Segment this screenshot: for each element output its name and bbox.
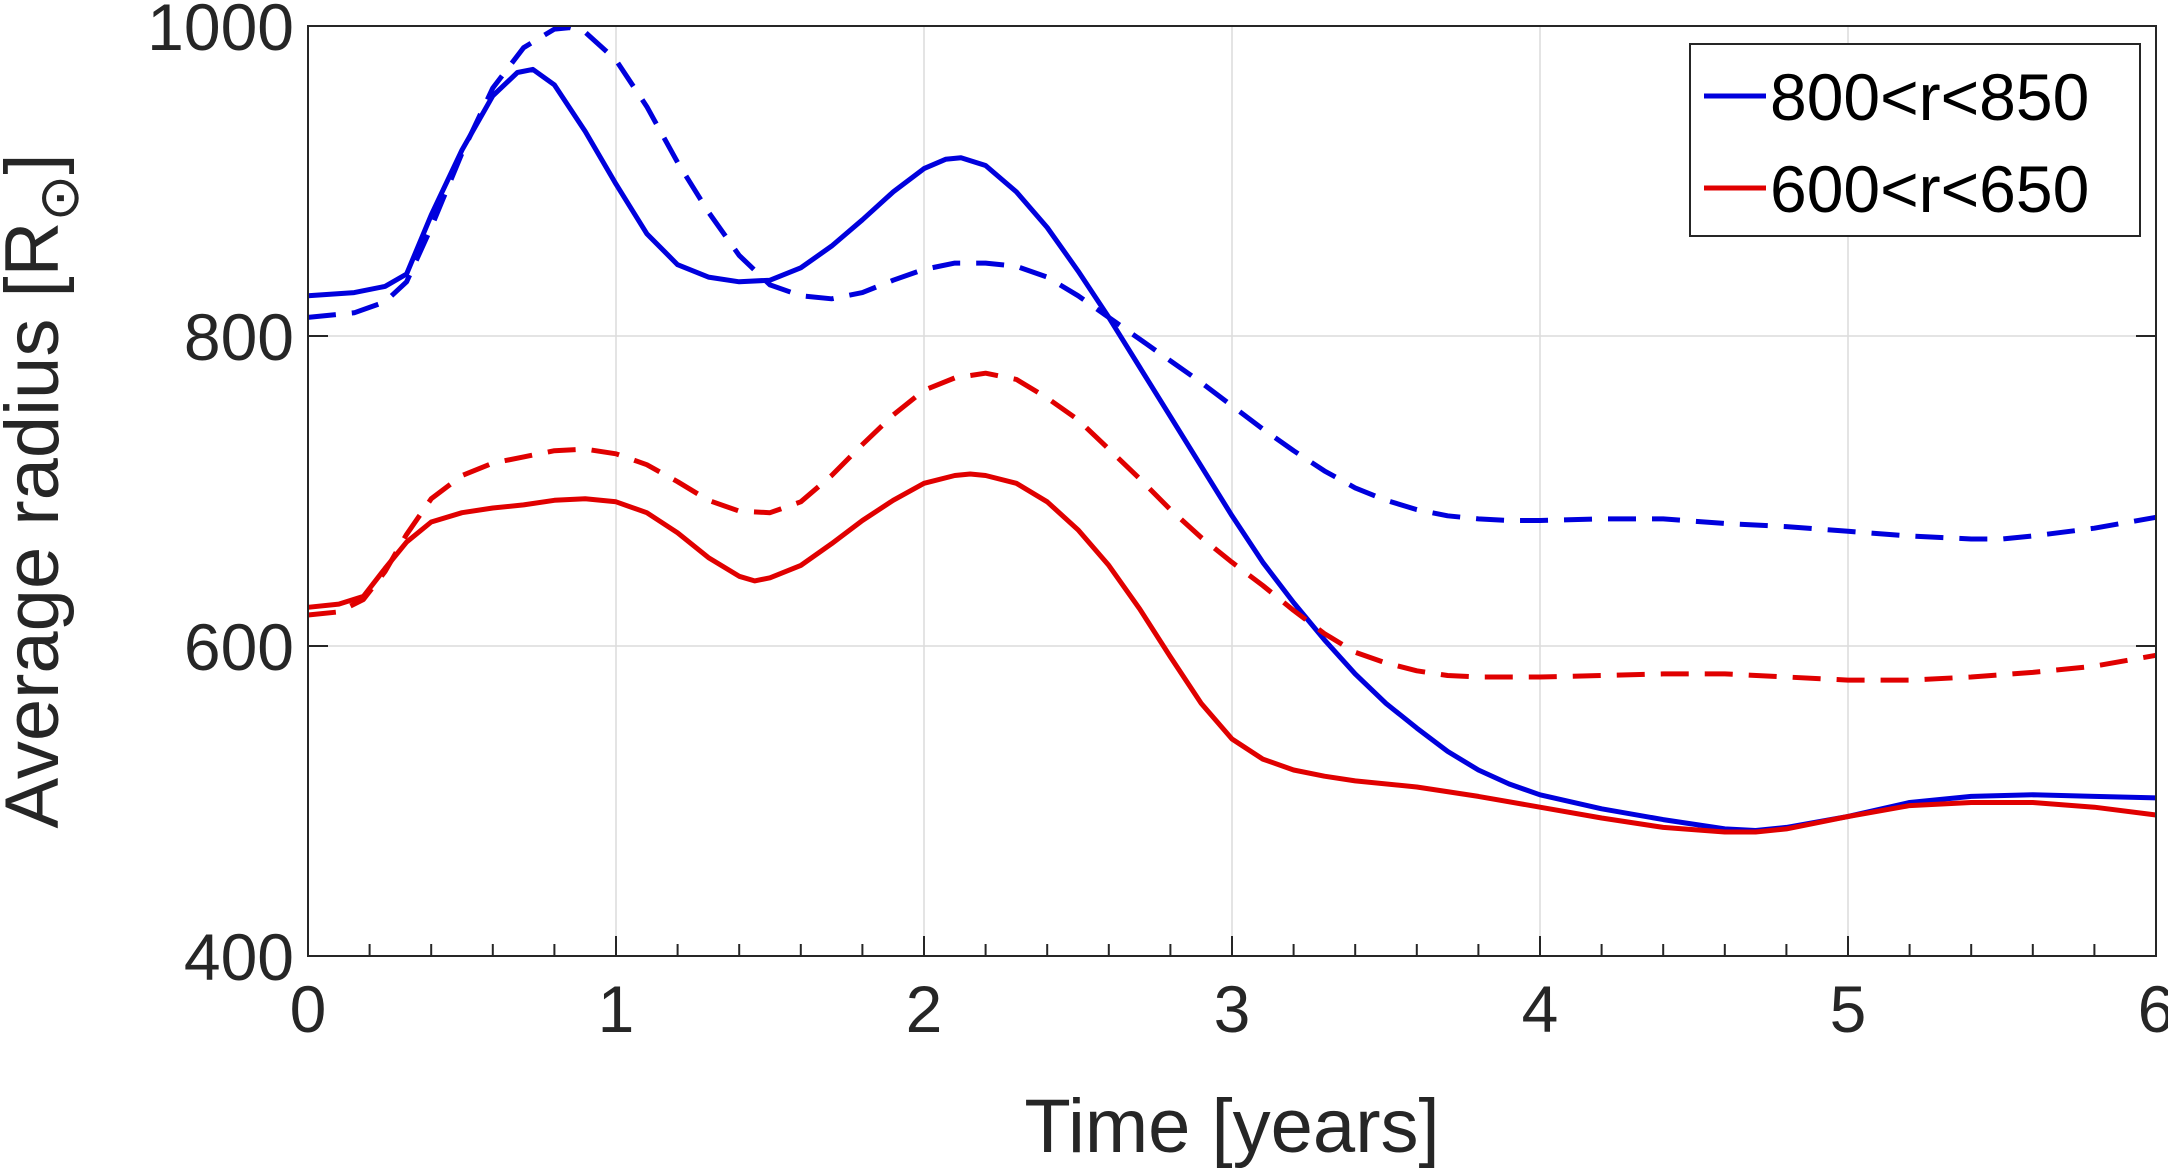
- series-line-solid: [307, 66, 2157, 833]
- solar-symbol: ⊙: [27, 175, 90, 222]
- series-line-dashed: [307, 370, 2157, 683]
- y-tick-labels: 400 600 800 1000: [147, 0, 294, 994]
- x-axis-label: Time [years]: [1024, 1084, 1439, 1168]
- y-tick-label: 800: [184, 300, 294, 374]
- x-tick-label: 3: [1214, 972, 1251, 1046]
- x-tick-label: 5: [1830, 972, 1867, 1046]
- x-tick-label: 2: [906, 972, 943, 1046]
- y-tick-label: 1000: [147, 0, 294, 64]
- y-tick-label: 600: [184, 610, 294, 684]
- series-group: [307, 25, 2157, 835]
- y-axis-label: Average radius [R⊙]: [0, 154, 90, 829]
- y-axis-label-main: Average radius [R: [0, 222, 75, 829]
- x-tick-label: 1: [598, 972, 635, 1046]
- series-line-dashed: [307, 25, 2157, 542]
- legend-label: 800<r<850: [1770, 60, 2089, 134]
- x-tick-label: 6: [2138, 972, 2168, 1046]
- legend: 800<r<850 600<r<650: [1689, 43, 2141, 237]
- x-tick-label: 4: [1522, 972, 1559, 1046]
- series-line-solid: [307, 471, 2157, 835]
- legend-label: 600<r<650: [1770, 152, 2089, 226]
- x-tick-label: 0: [290, 972, 327, 1046]
- x-tick-labels: 0 1 2 3 4 5 6: [290, 972, 2168, 1046]
- y-tick-label: 400: [184, 920, 294, 994]
- legend-box: [1689, 43, 2141, 237]
- y-axis-label-close: ]: [0, 154, 75, 175]
- tick-marks: [307, 25, 2157, 957]
